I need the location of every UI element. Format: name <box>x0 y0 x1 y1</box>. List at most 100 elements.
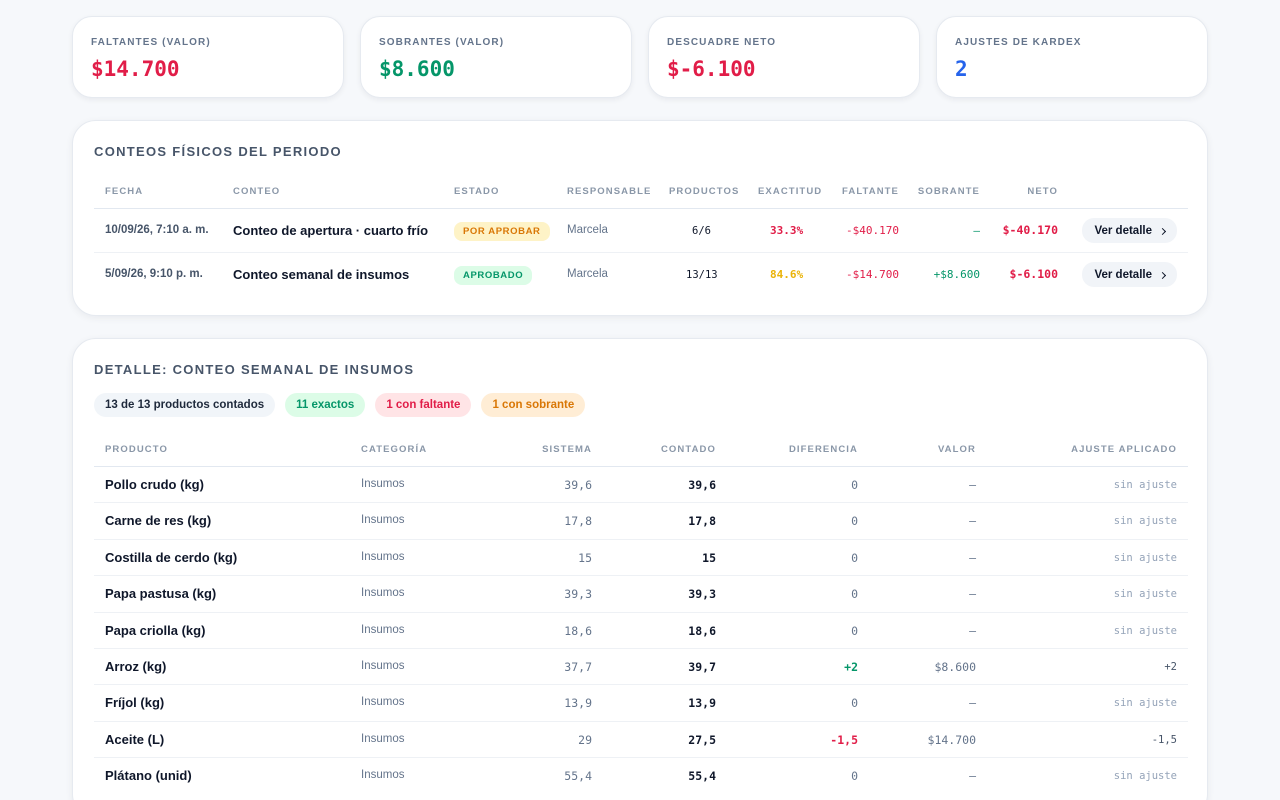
detail-title: DETALLE: CONTEO SEMANAL DE INSUMOS <box>94 362 415 377</box>
cell-neto: $-40.170 <box>1002 223 1058 237</box>
counts-table-header: FECHA CONTEO ESTADO RESPONSABLE PRODUCTO… <box>94 181 1188 209</box>
cell-contado: 18,6 <box>688 623 716 638</box>
cell-categoria: Insumos <box>361 769 405 782</box>
cell-categoria: Insumos <box>361 514 405 527</box>
th-ajuste: AJUSTE APLICADO <box>1071 444 1177 455</box>
cell-valor: — <box>969 478 976 492</box>
cell-producto: Papa pastusa (kg) <box>105 586 217 602</box>
cell-sistema: 39,6 <box>564 478 592 492</box>
cell-contado: 55,4 <box>688 769 716 784</box>
cell-conteo: Conteo de apertura · cuarto frío <box>233 223 429 238</box>
detail-card: DETALLE: CONTEO SEMANAL DE INSUMOS 13 de… <box>72 338 1208 800</box>
cell-ajuste: sin ajuste <box>1113 697 1177 710</box>
th-conteo: CONTEO <box>233 186 281 197</box>
th-productos: PRODUCTOS <box>669 186 740 197</box>
cell-fecha: 10/09/26, 7:10 a. m. <box>105 224 209 236</box>
counts-table: FECHA CONTEO ESTADO RESPONSABLE PRODUCTO… <box>94 181 1188 297</box>
kpi-ajustes: AJUSTES DE KARDEX 2 <box>936 16 1208 98</box>
ver-detalle-button[interactable]: Ver detalle <box>1082 218 1177 243</box>
cell-diferencia: 0 <box>851 623 858 638</box>
pill-faltante: 1 con faltante <box>375 393 472 417</box>
cell-responsable: Marcela <box>567 268 608 280</box>
cell-productos: 6/6 <box>692 225 711 237</box>
cell-sistema: 29 <box>578 732 592 747</box>
cell-diferencia: 0 <box>851 514 858 529</box>
th-exactitud: EXACTITUD <box>758 186 823 197</box>
th-producto: PRODUCTO <box>105 444 168 455</box>
table-row: Papa criolla (kg) Insumos 18,6 18,6 0 — sin aj… <box>94 613 1188 649</box>
table-row: Arroz (kg) Insumos 37,7 39,7 +2 $8.600 +2 <box>94 649 1188 686</box>
detail-table-header: PRODUCTO CATEGORÍA SISTEMA CONTADO DIFER… <box>94 435 1188 467</box>
summary-pills: 13 de 13 productos contados 11 exactos 1… <box>94 393 586 417</box>
cell-conteo: Conteo semanal de insumos <box>233 267 410 282</box>
cell-categoria: Insumos <box>361 587 405 600</box>
cell-sistema: 39,3 <box>564 587 592 602</box>
cell-sistema: 13,9 <box>564 696 592 711</box>
cell-ajuste: sin ajuste <box>1113 479 1177 491</box>
cell-diferencia: 0 <box>851 696 858 711</box>
cell-producto: Plátano (unid) <box>105 768 192 784</box>
cell-exactitud: 84.6% <box>770 268 804 281</box>
cell-categoria: Insumos <box>361 623 405 636</box>
cell-exactitud: 33.3% <box>770 224 804 237</box>
ver-detalle-button[interactable]: Ver detalle <box>1082 262 1177 287</box>
cell-diferencia: +2 <box>844 659 858 674</box>
th-faltante: FALTANTE <box>842 186 899 197</box>
kpi-label: FALTANTES (VALOR) <box>91 37 211 48</box>
cell-categoria: Insumos <box>361 478 405 490</box>
cell-responsable: Marcela <box>567 224 608 236</box>
status-badge: APROBADO <box>454 266 533 285</box>
cell-sistema: 55,4 <box>564 769 592 784</box>
cell-categoria: Insumos <box>361 696 405 709</box>
cell-productos: 13/13 <box>686 269 718 281</box>
cell-sobrante: — <box>973 224 980 237</box>
table-row: Plátano (unid) Insumos 55,4 55,4 0 — sin ajust… <box>94 758 1188 794</box>
cell-contado: 39,7 <box>688 659 716 674</box>
cell-producto: Fríjol (kg) <box>105 695 165 711</box>
kpi-label: AJUSTES DE KARDEX <box>955 37 1082 48</box>
kpi-descuadre: DESCUADRE NETO $-6.100 <box>648 16 920 98</box>
pill-contados: 13 de 13 productos contados <box>94 393 276 417</box>
table-row: Aceite (L) Insumos 29 27,5 -1,5 $14.700 -1,5 <box>94 722 1188 759</box>
chevron-right-icon <box>1158 227 1167 235</box>
chevron-right-icon <box>1158 271 1167 279</box>
kpi-value: 2 <box>955 57 968 81</box>
th-responsable: RESPONSABLE <box>567 186 652 197</box>
cell-ajuste: sin ajuste <box>1113 515 1177 528</box>
cell-ajuste: sin ajuste <box>1113 770 1177 783</box>
button-label: Ver detalle <box>1094 268 1152 281</box>
cell-producto: Costilla de cerdo (kg) <box>105 549 238 565</box>
cell-faltante: -$14.700 <box>846 268 899 281</box>
cell-ajuste: sin ajuste <box>1113 624 1177 637</box>
th-sistema: SISTEMA <box>542 444 592 455</box>
kpi-faltantes: FALTANTES (VALOR) $14.700 <box>72 16 344 98</box>
th-neto: NETO <box>1027 186 1058 197</box>
cell-contado: 17,8 <box>688 514 716 529</box>
cell-sistema: 15 <box>578 550 592 565</box>
th-valor: VALOR <box>937 444 976 455</box>
kpi-row: FALTANTES (VALOR) $14.700 SOBRANTES (VAL… <box>72 16 1208 98</box>
status-badge: POR APROBAR <box>454 222 550 241</box>
table-row: 10/09/26, 7:10 a. m. Conteo de apertura … <box>94 209 1188 253</box>
kpi-label: SOBRANTES (VALOR) <box>379 37 505 48</box>
table-row: Carne de res (kg) Insumos 17,8 17,8 0 — sin aj… <box>94 503 1188 540</box>
cell-sistema: 18,6 <box>564 623 592 638</box>
cell-valor: $8.600 <box>934 659 976 674</box>
cell-contado: 27,5 <box>688 732 716 747</box>
cell-sistema: 37,7 <box>564 659 592 674</box>
action-cell: Ver detalle <box>1082 218 1177 243</box>
kpi-sobrantes: SOBRANTES (VALOR) $8.600 <box>360 16 632 98</box>
cell-diferencia: 0 <box>851 587 858 602</box>
cell-valor: — <box>969 696 976 711</box>
cell-valor: $14.700 <box>927 732 976 747</box>
cell-ajuste: -1,5 <box>1151 733 1177 746</box>
cell-categoria: Insumos <box>361 732 405 745</box>
button-label: Ver detalle <box>1094 224 1152 237</box>
cell-valor: — <box>969 769 976 784</box>
cell-ajuste: sin ajuste <box>1113 551 1177 564</box>
th-contado: CONTADO <box>660 444 716 455</box>
cell-valor: — <box>969 623 976 638</box>
th-sobrante: SOBRANTE <box>917 186 980 197</box>
cell-categoria: Insumos <box>361 659 405 672</box>
